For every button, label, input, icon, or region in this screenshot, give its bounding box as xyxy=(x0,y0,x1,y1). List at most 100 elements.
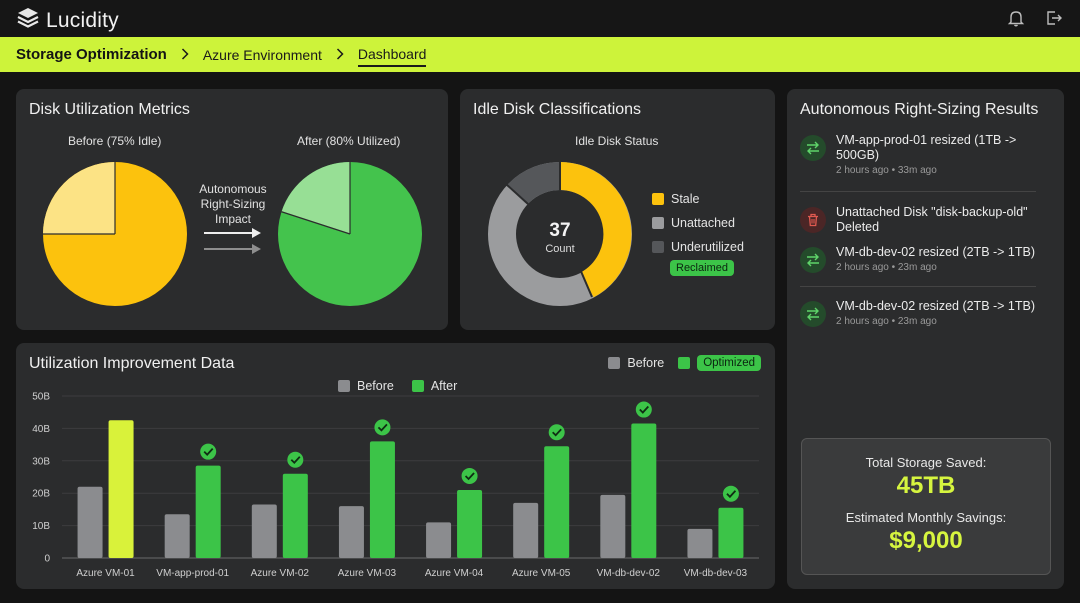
bar-before xyxy=(164,514,190,558)
result-time: 2 hours ago • 23m ago xyxy=(836,316,937,327)
before-pie-label: Before (75% Idle) xyxy=(68,134,162,148)
idle-count: 37 xyxy=(549,220,570,241)
utilization-chart-panel: Utilization Improvement Data Before Opti… xyxy=(16,343,775,589)
result-time: 2 hours ago • 33m ago xyxy=(836,165,937,176)
legend-inner-before: Before xyxy=(338,379,394,393)
result-text: Unattached Disk "disk-backup-old" Delete… xyxy=(836,205,1028,234)
check-circle-icon xyxy=(461,467,478,484)
check-mark xyxy=(639,405,649,414)
result-item[interactable]: VM-db-dev-02 resized (2TB -> 1TB) 2 hour… xyxy=(800,245,1050,273)
swap-arrows-icon xyxy=(800,135,826,161)
idle-disk-title: Idle Disk Classifications xyxy=(473,101,642,118)
check-circle-icon xyxy=(287,451,304,468)
divider xyxy=(800,286,1036,287)
idle-disk-status-label: Idle Disk Status xyxy=(575,134,659,148)
after-pie-chart xyxy=(278,162,422,306)
check-circle-icon xyxy=(635,401,652,418)
idle-disk-panel: Idle Disk Classifications Idle Disk Stat… xyxy=(460,89,775,330)
monthly-savings-label: Estimated Monthly Savings: xyxy=(845,510,1007,525)
result-item[interactable]: VM-app-prod-01 resized (1TB -> 500GB) 2 … xyxy=(800,133,1050,176)
logout-icon[interactable] xyxy=(1044,8,1064,28)
x-tick-label: Azure VM-02 xyxy=(251,568,310,579)
app-name: Lucidity xyxy=(46,8,119,32)
trash-icon xyxy=(800,207,826,233)
after-pie-label: After (80% Utilized) xyxy=(297,134,401,148)
bar-before xyxy=(687,528,713,558)
legend-unattached: Unattached xyxy=(652,216,744,230)
right-arrows-icon xyxy=(204,228,261,254)
legend-stale: Stale xyxy=(652,192,744,206)
check-circle-icon xyxy=(548,424,565,441)
breadcrumb-storage-optimization[interactable]: Storage Optimization xyxy=(16,46,167,63)
result-text: VM-db-dev-02 resized (2TB -> 1TB) xyxy=(836,299,1036,313)
reclaimed-badge: Reclaimed xyxy=(670,260,734,276)
y-tick-label: 30B xyxy=(32,456,50,467)
utilization-chart-title: Utilization Improvement Data xyxy=(29,355,235,372)
bar-after xyxy=(195,465,221,558)
right-sizing-results-panel: Autonomous Right-Sizing Results VM-app-p… xyxy=(787,89,1064,589)
bar-before xyxy=(426,522,452,558)
check-mark xyxy=(377,423,388,432)
bar-after xyxy=(457,489,483,558)
app-logo[interactable]: Lucidity xyxy=(16,6,119,35)
y-tick-label: 50B xyxy=(32,392,50,403)
x-tick-label: VM-db-dev-03 xyxy=(684,568,748,579)
x-tick-label: Azure VM-03 xyxy=(338,568,397,579)
legend-top-before: Before xyxy=(608,356,664,370)
bar-after xyxy=(282,473,308,558)
y-tick-label: 20B xyxy=(32,489,50,500)
bar-after xyxy=(108,420,134,558)
idle-count-label: Count xyxy=(545,243,574,255)
result-item[interactable]: Unattached Disk "disk-backup-old" Delete… xyxy=(800,205,1050,235)
savings-summary-card: Total Storage Saved: 45TB Estimated Mont… xyxy=(801,438,1051,575)
breadcrumb: Storage Optimization Azure Environment D… xyxy=(0,37,1080,72)
check-mark xyxy=(552,428,562,437)
result-text: VM-db-dev-02 resized (2TB -> 1TB) xyxy=(836,245,1036,259)
utilization-bar-chart: 0 10B 20B 30B 40B 50B Azure VM-01 VM-app-prod-… xyxy=(32,392,759,579)
x-tick-label: VM-db-dev-02 xyxy=(597,568,661,579)
donut-underutilized-segment xyxy=(506,161,561,205)
results-title: Autonomous Right-Sizing Results xyxy=(800,101,1039,118)
chevron-right-icon xyxy=(177,47,193,63)
impact-label: Autonomous Right-Sizing Impact xyxy=(199,182,267,226)
divider xyxy=(800,191,1036,192)
legend-underutilized: Underutilized xyxy=(652,240,744,254)
monthly-savings-value: $9,000 xyxy=(889,527,963,554)
check-circle-icon xyxy=(374,419,391,436)
check-mark xyxy=(203,448,214,456)
bar-before xyxy=(77,486,103,558)
bar-after xyxy=(369,441,395,558)
bar-after xyxy=(631,423,657,558)
bar-before xyxy=(338,506,364,558)
disk-utilization-title: Disk Utilization Metrics xyxy=(29,101,190,118)
x-tick-label: Azure VM-05 xyxy=(512,568,571,579)
before-used-slice xyxy=(43,162,115,234)
after-free-slice xyxy=(281,162,350,234)
bar-before xyxy=(251,504,277,558)
swap-arrows-icon xyxy=(800,247,826,273)
x-tick-label: Azure VM-04 xyxy=(425,568,484,579)
bell-icon[interactable] xyxy=(1006,8,1026,28)
bar-before xyxy=(513,502,539,558)
x-tick-label: Azure VM-01 xyxy=(76,568,135,579)
bar-after xyxy=(544,446,570,558)
y-tick-label: 40B xyxy=(32,424,50,435)
bar-after xyxy=(718,507,744,558)
stacked-layers-icon xyxy=(16,6,40,35)
swap-arrows-icon xyxy=(800,301,826,327)
idle-donut-chart: 37 Count xyxy=(488,160,632,306)
total-storage-saved-value: 45TB xyxy=(896,472,956,499)
legend-inner-after: After xyxy=(411,379,457,393)
disk-utilization-panel: Disk Utilization Metrics Before (75% Idl… xyxy=(16,89,448,330)
top-bar: Lucidity xyxy=(0,0,1080,37)
breadcrumb-azure-environment[interactable]: Azure Environment xyxy=(202,46,322,63)
check-mark xyxy=(290,456,301,465)
donut-stale-segment xyxy=(559,162,632,298)
result-text: VM-app-prod-01 resized (1TB -> 500GB) xyxy=(836,133,1017,162)
total-storage-saved-label: Total Storage Saved: xyxy=(865,455,987,470)
check-mark xyxy=(726,490,737,499)
chevron-right-icon xyxy=(332,47,348,63)
before-pie-chart xyxy=(43,162,187,306)
breadcrumb-dashboard[interactable]: Dashboard xyxy=(357,46,427,67)
result-item[interactable]: VM-db-dev-02 resized (2TB -> 1TB) 2 hour… xyxy=(800,299,1050,327)
